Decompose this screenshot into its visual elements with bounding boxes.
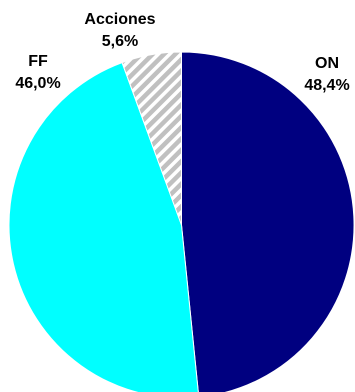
slice-label-acciones: Acciones xyxy=(84,11,155,28)
slice-label-ff: FF xyxy=(28,53,48,70)
pie-slice-acciones xyxy=(121,51,182,226)
pie-slice-ff xyxy=(8,61,199,392)
slice-value-on: 48,4% xyxy=(304,77,349,94)
pie-slice-on xyxy=(181,51,355,392)
pie-slices xyxy=(8,51,355,392)
slice-label-on: ON xyxy=(315,55,339,72)
slice-value-ff: 46,0% xyxy=(15,75,60,92)
slice-value-acciones: 5,6% xyxy=(102,33,138,50)
